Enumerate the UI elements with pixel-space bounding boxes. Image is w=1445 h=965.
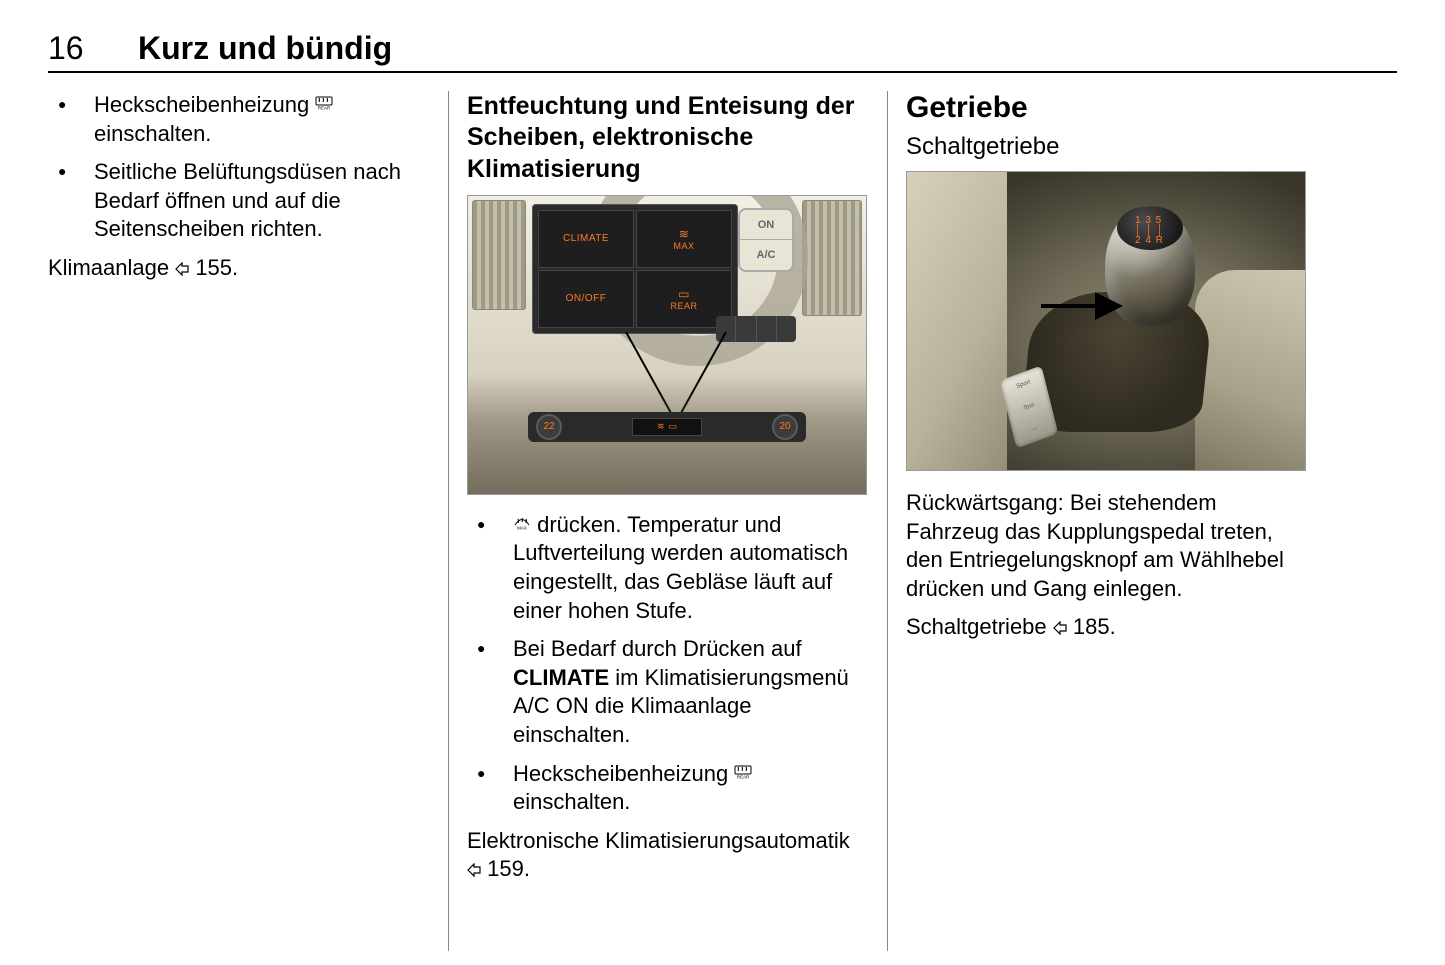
svg-text:REAR: REAR: [318, 106, 331, 111]
climate-figure: CLIMATE ≋ MAX ON/OFF ▭ REAR ON: [467, 195, 867, 495]
label: REAR: [670, 301, 697, 311]
text: Heckscheibenheizung: [513, 761, 734, 786]
screen-cell-defrost-max: ≋ MAX: [636, 210, 732, 268]
ac-button: A/C: [740, 240, 792, 270]
gear-pattern: 1 3 5│ │ │2 4 R: [1135, 216, 1164, 246]
columns: Heckscheibenheizung REAR einschalten. Se…: [48, 91, 1397, 951]
screen-cell-climate: CLIMATE: [538, 210, 634, 268]
temp-dial-left: 22: [536, 414, 562, 440]
text: drücken. Temperatur und Luftverteilung w…: [513, 512, 848, 623]
tunnel-left: [907, 172, 1007, 471]
col1-bullet-1: Heckscheibenheizung REAR einschalten.: [94, 91, 430, 148]
on-ac-buttons: ON A/C: [738, 208, 794, 272]
col2-bullet-2: Bei Bedarf durch Drücken auf CLIMATE im …: [513, 635, 869, 749]
col2-bullet-3: Heckscheibenheizung REAR einschalten.: [513, 760, 869, 817]
climate-word: CLIMATE: [513, 665, 609, 690]
column-3: Getriebe Schaltgetriebe SportTour— 1 3 5…: [888, 91, 1328, 951]
text: einschalten.: [513, 789, 630, 814]
col1-bullet-2: Seitliche Belüftungsdüsen nach Bedarf öf…: [94, 158, 430, 244]
label: MAX: [673, 241, 694, 251]
text: Bei Bedarf durch Drücken auf: [513, 636, 802, 661]
page-number: 16: [48, 30, 138, 67]
col3-ref: Schaltgetriebe 185.: [906, 613, 1310, 642]
climate-touchscreen: CLIMATE ≋ MAX ON/OFF ▭ REAR: [532, 204, 738, 334]
lower-console: 22 ≋▭ 20: [468, 374, 866, 494]
column-1: Heckscheibenheizung REAR einschalten. Se…: [48, 91, 448, 951]
rear-defrost-icon: ▭: [678, 287, 690, 301]
defrost-max-icon: MAX: [513, 516, 531, 532]
col1-bullet-list: Heckscheibenheizung REAR einschalten. Se…: [48, 91, 430, 244]
text: Heckscheibenheizung: [94, 92, 315, 117]
text: 155.: [195, 255, 238, 280]
col2-bullet-list: MAX drücken. Temperatur und Luftverteilu…: [467, 511, 869, 817]
text: 185.: [1073, 614, 1116, 639]
text: einschalten.: [94, 121, 211, 146]
page-ref-icon: [1053, 621, 1067, 635]
page-header: 16 Kurz und bündig: [48, 30, 1397, 73]
text: 159.: [487, 856, 530, 881]
col1-ref: Klimaanlage 155.: [48, 254, 430, 283]
col2-bullet-1: MAX drücken. Temperatur und Luftverteilu…: [513, 511, 869, 625]
tunnel-right: [1195, 270, 1305, 470]
section-title: Kurz und bündig: [138, 30, 392, 67]
page-ref-icon: [175, 262, 189, 276]
label: ON/OFF: [566, 293, 607, 304]
column-2: Entfeuchtung und Enteisung der Scheiben,…: [448, 91, 888, 951]
arrow-icon: [1037, 284, 1127, 324]
air-vent-right: [802, 200, 862, 316]
on-button: ON: [740, 210, 792, 241]
col3-h3: Schaltgetriebe: [906, 133, 1310, 161]
air-vent-left: [472, 200, 526, 310]
text: Schaltgetriebe: [906, 614, 1053, 639]
console-bar: 22 ≋▭ 20: [528, 412, 806, 442]
page: 16 Kurz und bündig Heckscheibenheizung R…: [0, 0, 1445, 965]
text: Elektronische Klimatisierungsautomatik: [467, 828, 850, 853]
page-ref-icon: [467, 863, 481, 877]
gear-figure: SportTour— 1 3 5│ │ │2 4 R: [906, 171, 1306, 471]
screen-cell-onoff: ON/OFF: [538, 270, 634, 328]
rear-defrost-icon: REAR: [315, 96, 333, 112]
defrost-max-icon: ≋: [679, 227, 690, 241]
temp-dial-right: 20: [772, 414, 798, 440]
col3-body: Rückwärtsgang: Bei stehendem Fahrzeug da…: [906, 489, 1310, 603]
text: Klimaanlage: [48, 255, 175, 280]
mini-display: ≋▭: [632, 418, 702, 436]
col2-heading: Entfeuchtung und Enteisung der Scheiben,…: [467, 91, 869, 185]
rear-defrost-icon: REAR: [734, 765, 752, 781]
svg-text:REAR: REAR: [737, 774, 750, 779]
col3-h2: Getriebe: [906, 91, 1310, 125]
label: CLIMATE: [563, 233, 609, 244]
col2-ref: Elektronische Klimatisierungsautomatik 1…: [467, 827, 869, 884]
svg-text:MAX: MAX: [517, 525, 527, 530]
